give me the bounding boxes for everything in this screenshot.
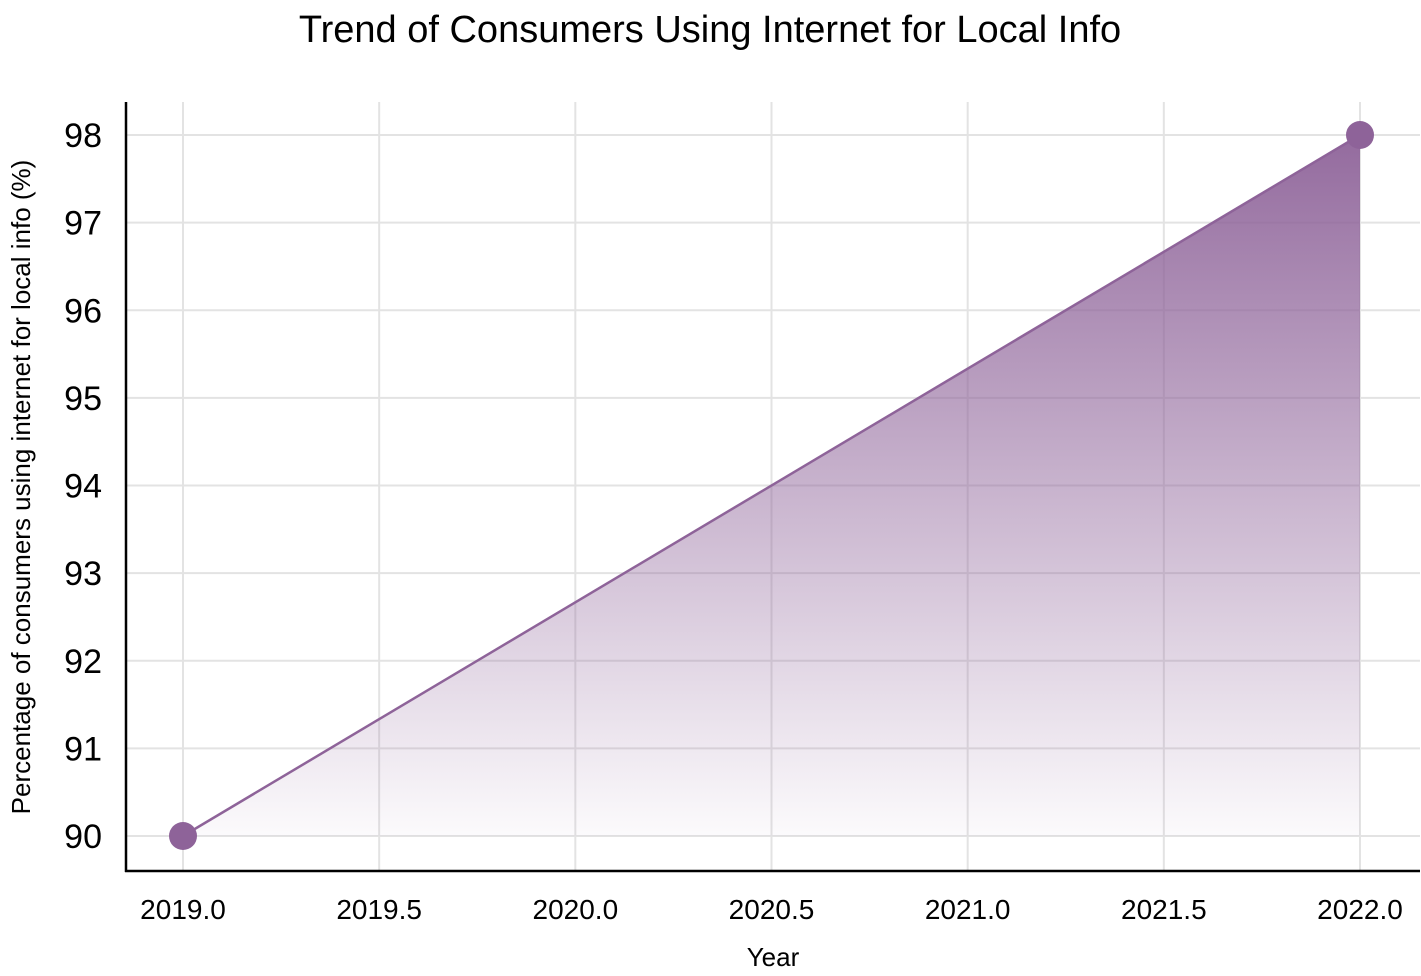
x-tick-label: 2021.5 [1121,894,1207,925]
x-tick-label: 2019.5 [336,894,422,925]
y-tick-label: 98 [64,117,102,155]
data-point [169,822,197,850]
y-tick-label: 90 [64,818,102,856]
y-tick-labels: 90 91 92 93 94 95 96 97 98 [64,117,102,856]
marks [169,121,1374,850]
chart-title: Trend of Consumers Using Internet for Lo… [299,9,1121,51]
y-tick-label: 91 [64,730,102,768]
x-tick-label: 2020.0 [533,894,619,925]
y-tick-label: 95 [64,380,102,418]
x-tick-label: 2019.0 [140,894,226,925]
x-tick-labels: 2019.0 2019.5 2020.0 2020.5 2021.0 2021.5 2022… [140,894,1403,925]
x-tick-label: 2020.5 [729,894,815,925]
x-axis-label: Year [747,942,800,972]
y-tick-label: 96 [64,292,102,330]
y-tick-label: 94 [64,468,102,506]
y-tick-label: 97 [64,205,102,243]
x-tick-label: 2022.0 [1317,894,1403,925]
x-tick-label: 2021.0 [925,894,1011,925]
y-tick-label: 93 [64,555,102,593]
y-tick-label: 92 [64,643,102,681]
data-point [1346,121,1374,149]
y-axis-label: Percentage of consumers using internet f… [6,160,36,815]
series-line [182,133,1361,838]
